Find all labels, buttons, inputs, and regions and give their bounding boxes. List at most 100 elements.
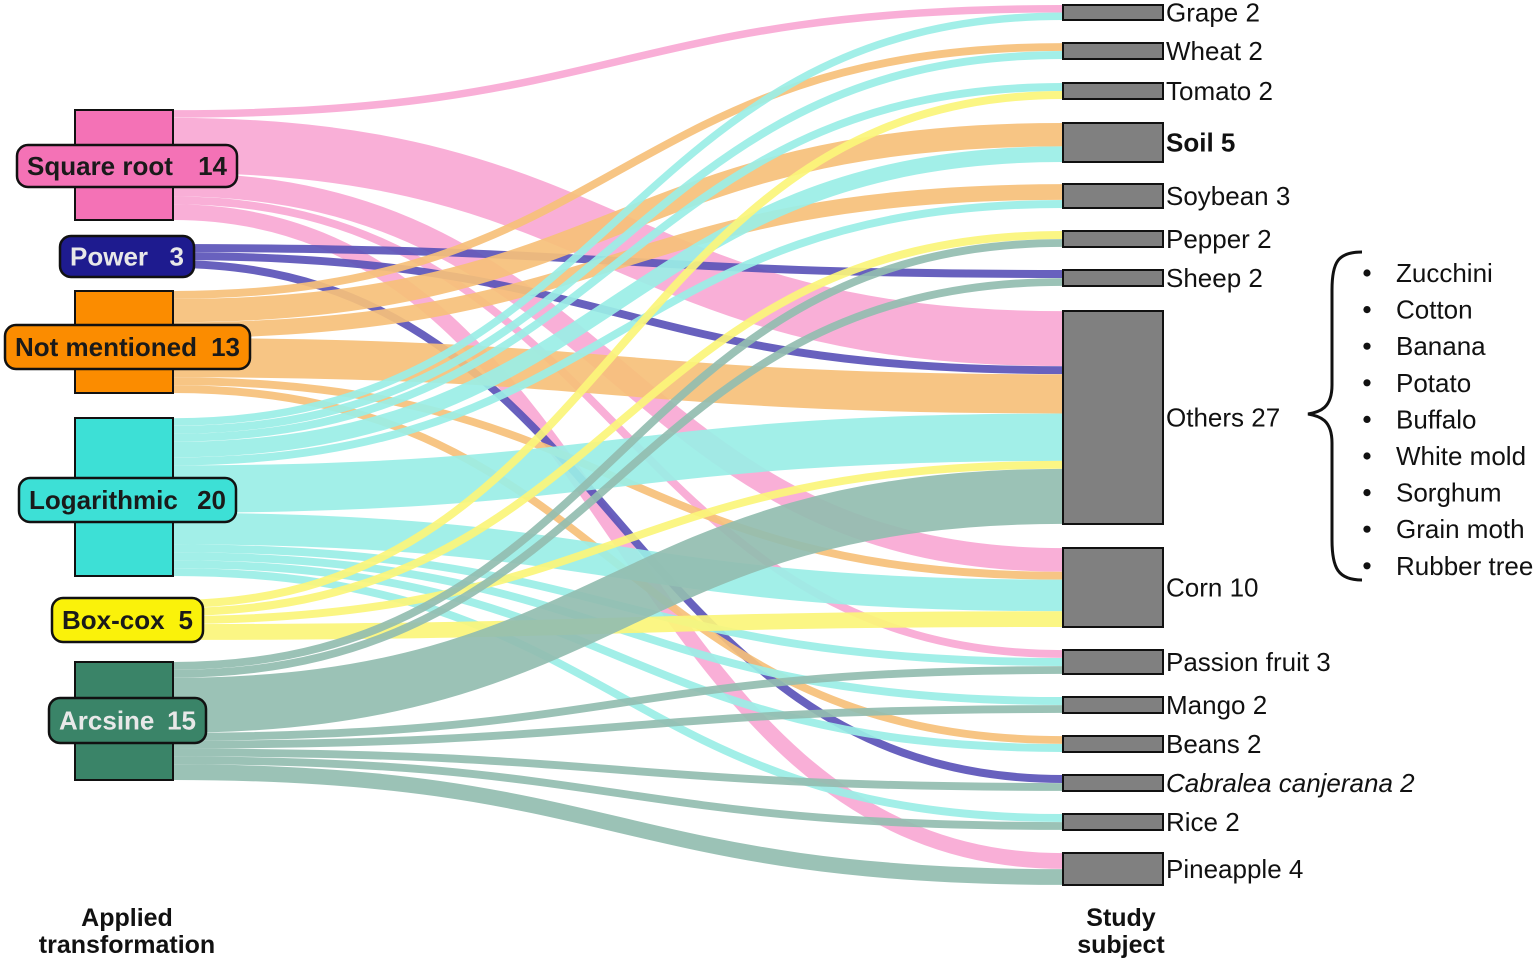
- link-arc-to-pepper: [172, 239, 1064, 670]
- target-node-passion: Passion fruit 3: [1062, 647, 1331, 677]
- source-label-box-arc: [47, 696, 208, 745]
- target-node-corn: Corn 10: [1062, 547, 1259, 628]
- target-bar-corn: [1062, 547, 1164, 628]
- target-bar-pineapple: [1062, 852, 1164, 886]
- target-node-rice: Rice 2: [1062, 807, 1240, 837]
- source-value-notm: 13: [211, 332, 240, 362]
- target-bar-soil: [1062, 122, 1164, 163]
- right-axis-title: Study subject: [1077, 904, 1165, 959]
- source-label-box-power: [58, 234, 196, 279]
- target-bar-soybean: [1062, 183, 1164, 209]
- others-item: Potato: [1363, 368, 1471, 398]
- target-node-beans: Beans 2: [1062, 729, 1261, 759]
- bullet-icon: [1363, 562, 1371, 570]
- source-node-arc: Arcsine 15: [47, 661, 208, 781]
- target-label-wheat: Wheat 2: [1166, 36, 1263, 66]
- link-log-to-grape: [172, 12, 1064, 426]
- others-item-label: Sorghum: [1396, 478, 1502, 508]
- source-name-power: Power: [70, 242, 148, 272]
- source-value-log: 20: [197, 485, 226, 515]
- link-box-to-pepper: [172, 231, 1064, 616]
- link-log-to-tomato: [172, 83, 1064, 442]
- source-value-sqrt: 14: [198, 151, 227, 181]
- target-bar-mango: [1062, 696, 1164, 714]
- link-sqrt-to-grape: [172, 5, 1064, 118]
- right-axis-title-line-2: subject: [1077, 931, 1165, 959]
- target-node-pineapple: Pineapple 4: [1062, 852, 1303, 886]
- left-axis-title-line-2: transformation: [39, 931, 215, 959]
- target-bar-grape: [1062, 4, 1164, 21]
- link-box-to-others: [172, 460, 1064, 624]
- link-notm-to-wheat: [172, 43, 1064, 299]
- target-bar-wheat: [1062, 42, 1164, 60]
- bullet-icon: [1363, 415, 1371, 423]
- link-log-to-soybean: [172, 200, 1064, 466]
- target-label-pineapple: Pineapple 4: [1166, 854, 1303, 884]
- left-axis-title: Applied transformation: [39, 904, 215, 959]
- target-bar-others: [1062, 310, 1164, 525]
- target-node-pepper: Pepper 2: [1062, 224, 1272, 254]
- target-label-tomato: Tomato 2: [1166, 76, 1273, 106]
- others-item-label: Rubber tree: [1396, 551, 1533, 581]
- curly-brace: [1307, 250, 1363, 582]
- others-item-label: Zucchini: [1396, 258, 1493, 288]
- target-bar-passion: [1062, 649, 1164, 675]
- others-item-label: White mold: [1396, 441, 1526, 471]
- link-log-to-soil: [172, 146, 1064, 458]
- bullet-icon: [1363, 342, 1371, 350]
- right-axis-title-line-1: Study: [1086, 904, 1156, 932]
- bullet-icon: [1363, 489, 1371, 497]
- target-bar-tomato: [1062, 82, 1164, 100]
- source-name-box: Box-cox: [62, 605, 165, 635]
- source-node-notm: Not mentioned 13: [3, 290, 252, 394]
- source-nodes-layer: Square root 14 Power 3 Not mentioned 13 Logari…: [3, 109, 252, 781]
- target-node-cabralea: Cabralea canjerana 2: [1062, 768, 1415, 798]
- source-node-log: Logarithmic 20: [17, 417, 238, 577]
- source-name-sqrt: Square root: [27, 151, 173, 181]
- source-label-box-sqrt: [15, 143, 239, 189]
- target-bar-beans: [1062, 735, 1164, 753]
- others-breakdown-list: Zucchini Cotton Banana Potato Buffalo White m…: [1307, 250, 1533, 582]
- target-node-grape: Grape 2: [1062, 0, 1260, 28]
- source-label-box-notm: [3, 323, 252, 371]
- target-bar-cabralea: [1062, 774, 1164, 792]
- source-name-arc: Arcsine: [59, 706, 154, 736]
- others-item: Grain moth: [1363, 514, 1525, 544]
- link-arc-to-sheep: [172, 278, 1064, 678]
- source-value-power: 3: [170, 242, 184, 272]
- target-node-soybean: Soybean 3: [1062, 181, 1290, 211]
- target-node-wheat: Wheat 2: [1062, 36, 1263, 66]
- left-axis-title-line-1: Applied: [81, 904, 173, 932]
- others-item: Cotton: [1363, 295, 1473, 325]
- source-label-box-box: [50, 596, 205, 644]
- link-log-to-corn: [172, 512, 1064, 612]
- target-node-sheep: Sheep 2: [1062, 263, 1263, 293]
- source-label-box-log: [17, 476, 238, 524]
- source-node-box: Box-cox 5: [50, 596, 205, 644]
- target-nodes-layer: Grape 2 Wheat 2 Tomato 2 Soil 5 Soybean 3 Pep…: [1062, 0, 1415, 886]
- target-label-corn: Corn 10: [1166, 573, 1259, 603]
- others-item: Buffalo: [1363, 404, 1476, 434]
- target-node-tomato: Tomato 2: [1062, 76, 1273, 106]
- link-arc-to-others: [172, 468, 1064, 733]
- target-label-sheep: Sheep 2: [1166, 263, 1263, 293]
- others-item: White mold: [1363, 441, 1526, 471]
- others-item: Sorghum: [1363, 478, 1502, 508]
- others-item: Rubber tree: [1363, 551, 1533, 581]
- link-arc-to-cabralea: [172, 748, 1064, 791]
- target-node-others: Others 27: [1062, 310, 1280, 525]
- source-node-sqrt: Square root 14: [15, 109, 239, 221]
- link-arc-to-passion: [172, 666, 1064, 741]
- link-power-to-others: [172, 252, 1064, 375]
- target-label-soil: Soil 5: [1166, 128, 1235, 158]
- target-label-grape: Grape 2: [1166, 0, 1260, 28]
- bullet-icon: [1363, 525, 1371, 533]
- others-item-label: Grain moth: [1396, 514, 1525, 544]
- link-box-to-tomato: [172, 91, 1064, 608]
- target-label-cabralea: Cabralea canjerana 2: [1166, 768, 1415, 798]
- link-arc-to-rice: [172, 756, 1064, 830]
- others-item: Zucchini: [1363, 258, 1493, 288]
- target-bar-rice: [1062, 813, 1164, 831]
- target-label-soybean: Soybean 3: [1166, 181, 1290, 211]
- target-label-passion: Passion fruit 3: [1166, 647, 1331, 677]
